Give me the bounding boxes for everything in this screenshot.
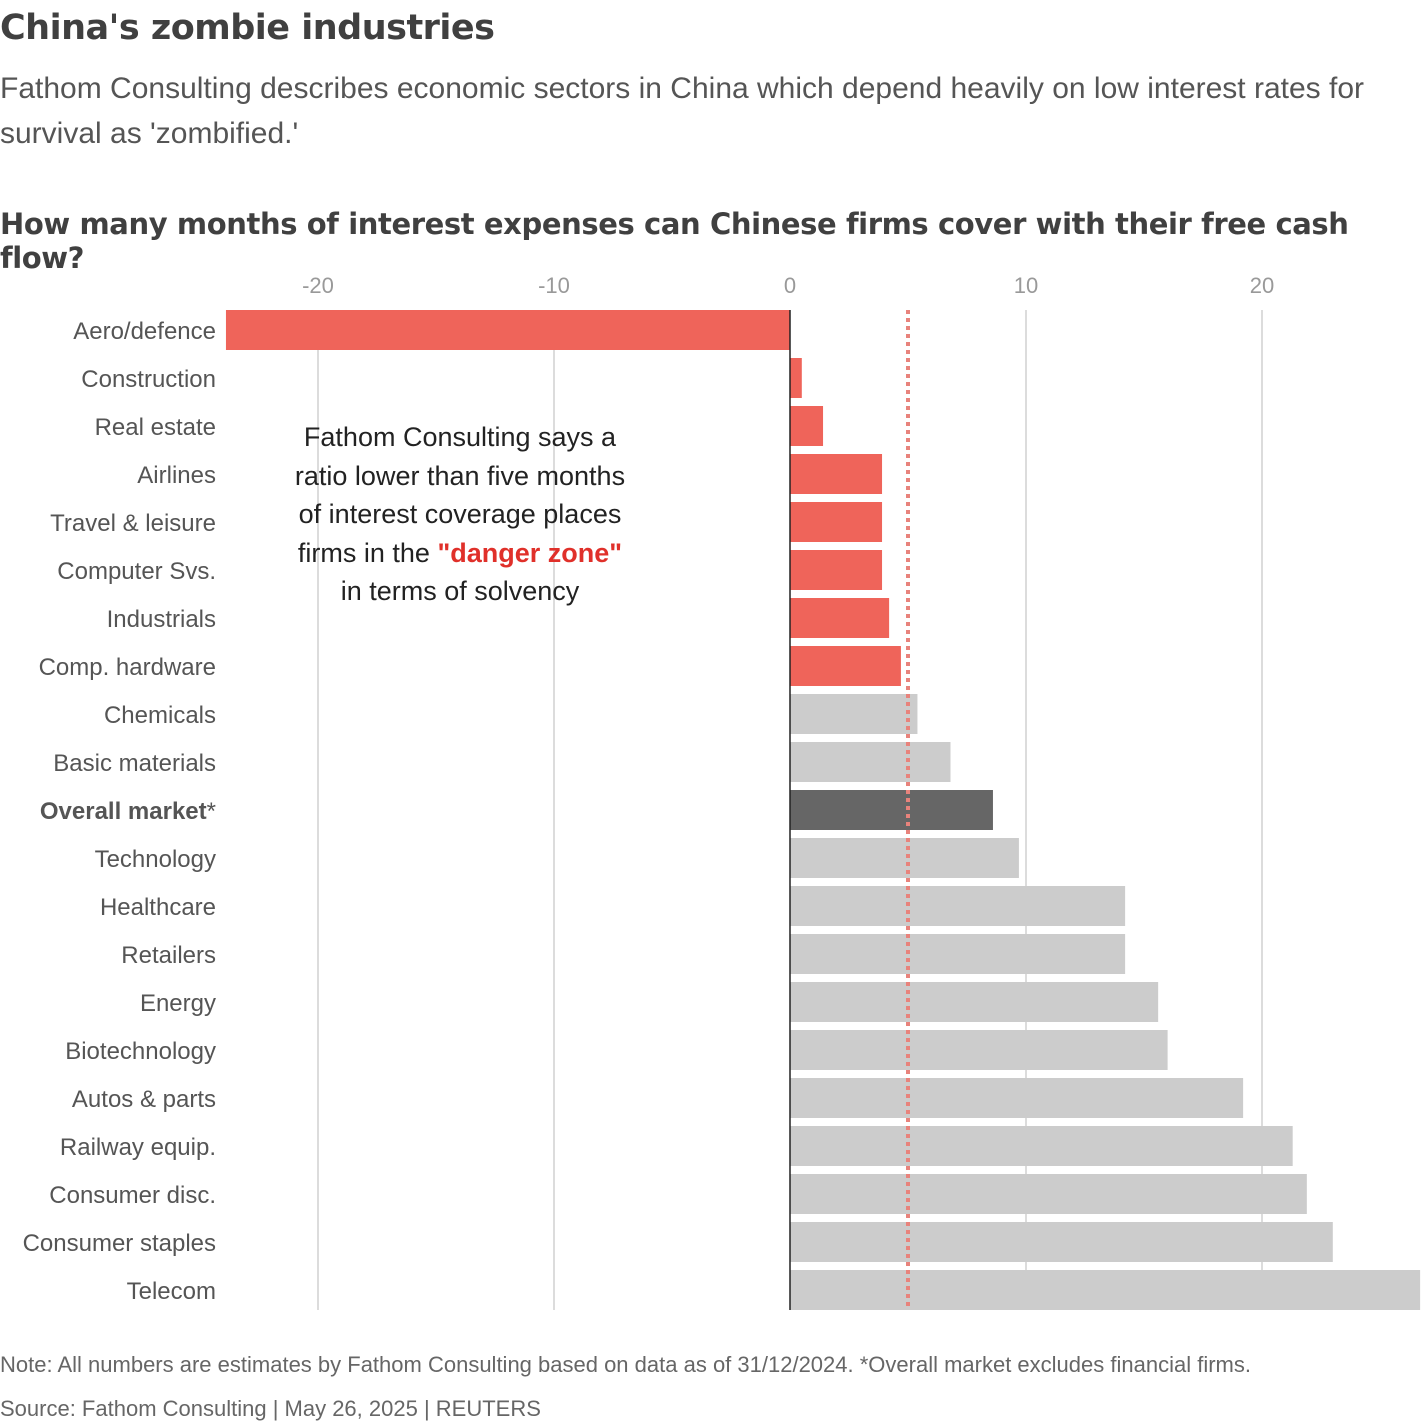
category-label: Travel & leisure (50, 510, 216, 537)
category-label: Airlines (137, 462, 216, 489)
footnote-marker: * (207, 798, 216, 825)
category-label: Construction (81, 366, 216, 393)
category-label: Consumer staples (23, 1230, 216, 1257)
bar (790, 790, 993, 830)
category-label: Technology (95, 846, 216, 873)
bar (790, 742, 951, 782)
subtitle: Fathom Consulting describes economic sec… (0, 72, 1365, 150)
x-tick-label: 10 (1014, 273, 1038, 298)
bar (790, 694, 918, 734)
chart-title: How many months of interest expenses can… (0, 207, 1349, 275)
category-label: Autos & parts (72, 1086, 216, 1113)
category-label: Comp. hardware (39, 654, 216, 681)
category-label: Real estate (95, 414, 216, 441)
bar (790, 358, 802, 398)
bar (790, 646, 901, 686)
category-label: Telecom (127, 1278, 216, 1305)
bar (790, 502, 883, 542)
x-tick-label: 20 (1250, 273, 1274, 298)
annotation-line: in terms of solvency (340, 576, 580, 606)
x-tick-label: 0 (784, 273, 796, 298)
bar (790, 934, 1126, 974)
category-label: Railway equip. (60, 1134, 216, 1161)
category-label: Energy (140, 990, 216, 1017)
annotation-line: Fathom Consulting says a (303, 422, 617, 452)
category-label: Retailers (121, 942, 216, 969)
category-label: Computer Svs. (57, 558, 216, 585)
bar (225, 310, 790, 350)
category-label: Chemicals (104, 702, 216, 729)
bar (790, 454, 883, 494)
bar (790, 838, 1019, 878)
bar (790, 886, 1126, 926)
category-label: Overall market* (40, 798, 216, 825)
bar (790, 982, 1159, 1022)
danger-zone-highlight: "danger zone" (437, 537, 623, 568)
bar (790, 406, 824, 446)
category-label: Biotechnology (65, 1038, 216, 1065)
footnote: Note: All numbers are estimates by Fatho… (0, 1352, 1251, 1377)
page-title: China's zombie industries (0, 8, 495, 48)
annotation: Fathom Consulting says a ratio lower tha… (250, 418, 670, 611)
annotation-line: of interest coverage places (298, 499, 622, 529)
category-label: Aero/defence (73, 318, 216, 345)
bar (790, 1222, 1333, 1262)
category-label: Healthcare (100, 894, 216, 921)
x-tick-label: -20 (302, 273, 334, 298)
bar (790, 1030, 1168, 1070)
bar (790, 1270, 1421, 1310)
bar (790, 550, 883, 590)
source-line: Source: Fathom Consulting | May 26, 2025… (0, 1396, 541, 1421)
bar (790, 1078, 1244, 1118)
bar (790, 598, 890, 638)
annotation-text: firms in the (297, 537, 438, 568)
category-label: Basic materials (53, 750, 216, 777)
bar (790, 1174, 1307, 1214)
x-tick-label: -10 (538, 273, 570, 298)
bar (790, 1126, 1293, 1166)
annotation-line: ratio lower than five months (294, 460, 626, 491)
category-label: Consumer disc. (49, 1182, 216, 1209)
annotation-line: firms in the "danger zone" (250, 534, 670, 573)
category-label: Industrials (107, 606, 216, 633)
